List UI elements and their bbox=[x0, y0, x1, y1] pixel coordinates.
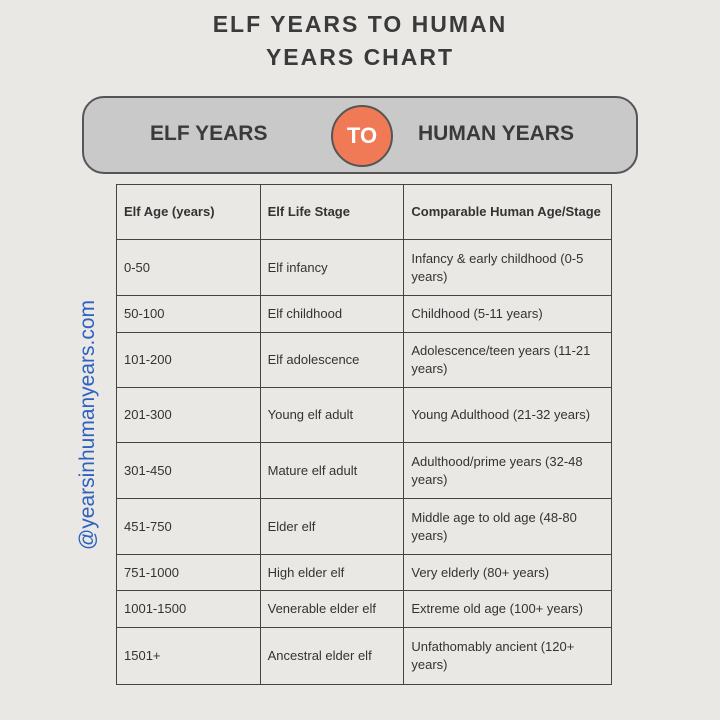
header-cell: Comparable Human Age/Stage bbox=[403, 184, 612, 240]
watermark: @yearsinhumanyears.com bbox=[76, 299, 99, 551]
table-cell: 101-200 bbox=[116, 332, 261, 388]
table-cell: Young elf adult bbox=[259, 387, 405, 443]
table-cell: 201-300 bbox=[116, 387, 261, 443]
table-cell: Middle age to old age (48-80 years) bbox=[403, 498, 612, 555]
table-cell: Adolescence/teen years (11-21 years) bbox=[403, 332, 612, 388]
table-cell: Extreme old age (100+ years) bbox=[403, 590, 612, 628]
table-body: 0-50 Elf infancy Infancy & early childhood… bbox=[116, 239, 612, 685]
table-cell: Elf infancy bbox=[259, 239, 405, 296]
banner-left: ELF YEARS bbox=[150, 122, 268, 145]
header-cell: Elf Life Stage bbox=[259, 184, 405, 240]
table-row: 1501+ Ancestral elder elf Unfathomably anc… bbox=[116, 627, 612, 685]
table-cell: Childhood (5-11 years) bbox=[403, 295, 612, 333]
table-cell: Mature elf adult bbox=[259, 442, 405, 499]
table-row: 201-300 Young elf adult Young Adulthood (2… bbox=[116, 387, 612, 443]
table-cell: Elf childhood bbox=[259, 295, 405, 333]
table-cell: Infancy & early childhood (0-5 years) bbox=[403, 239, 612, 296]
banner-right: HUMAN YEARS bbox=[418, 122, 574, 145]
table-row: 50-100 Elf childhood Childhood (5-11 years… bbox=[116, 295, 612, 333]
banner-middle: TO bbox=[331, 105, 393, 167]
header-cell: Elf Age (years) bbox=[116, 184, 261, 240]
table-cell: 1001-1500 bbox=[116, 590, 261, 628]
table-row: 451-750 Elder elf Middle age to old age (4… bbox=[116, 498, 612, 555]
table-cell: 50-100 bbox=[116, 295, 261, 333]
table-cell: 751-1000 bbox=[116, 554, 261, 591]
table-cell: 1501+ bbox=[116, 627, 261, 685]
table-row: 101-200 Elf adolescence Adolescence/teen y… bbox=[116, 332, 612, 388]
table-row: 0-50 Elf infancy Infancy & early childhood… bbox=[116, 239, 612, 296]
table-cell: Ancestral elder elf bbox=[259, 627, 405, 685]
table-row: 301-450 Mature elf adult Adulthood/prime y… bbox=[116, 442, 612, 499]
table-cell: 301-450 bbox=[116, 442, 261, 499]
table-cell: Elder elf bbox=[259, 498, 405, 555]
table: Elf Age (years) Elf Life Stage Comparable … bbox=[116, 184, 612, 685]
table-cell: Very elderly (80+ years) bbox=[403, 554, 612, 591]
table-row: 1001-1500 Venerable elder elf Extreme old … bbox=[116, 590, 612, 628]
table-cell: Venerable elder elf bbox=[259, 590, 405, 628]
title: ELF YEARS TO HUMAN YEARS CHART bbox=[212, 11, 508, 70]
table-cell: 451-750 bbox=[116, 498, 261, 555]
header-row: Elf Age (years) Elf Life Stage Comparable … bbox=[116, 184, 612, 240]
table-cell: Adulthood/prime years (32-48 years) bbox=[403, 442, 612, 499]
table-cell: Unfathomably ancient (120+ years) bbox=[403, 627, 612, 685]
banner: ELF YEARS TO HUMAN YEARS bbox=[82, 96, 638, 174]
table-row: 751-1000 High elder elf Very elderly (80+ … bbox=[116, 554, 612, 591]
table-cell: High elder elf bbox=[259, 554, 405, 591]
table-cell: Young Adulthood (21-32 years) bbox=[403, 387, 612, 443]
table-cell: 0-50 bbox=[116, 239, 261, 296]
table-cell: Elf adolescence bbox=[259, 332, 405, 388]
